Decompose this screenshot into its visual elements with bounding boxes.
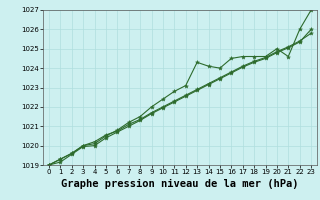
X-axis label: Graphe pression niveau de la mer (hPa): Graphe pression niveau de la mer (hPa) bbox=[61, 179, 299, 189]
